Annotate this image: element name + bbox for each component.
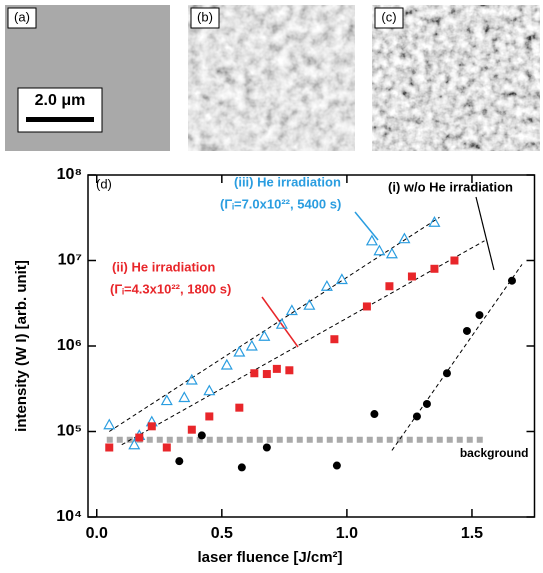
data-point	[385, 282, 393, 290]
data-point	[370, 410, 378, 418]
annotation: (Γᵢ=4.3x10²², 1800 s)	[110, 281, 231, 296]
data-point	[148, 422, 156, 430]
annotation: (Γᵢ=7.0x10²², 5400 s)	[220, 196, 341, 211]
x-tick-label: 1.0	[336, 525, 358, 542]
data-point	[198, 431, 206, 439]
y-tick-label: 10⁶	[57, 337, 82, 354]
scale-bar	[26, 117, 94, 122]
data-point	[430, 265, 438, 273]
annotation: (iii) He irradiation	[234, 174, 341, 189]
data-point	[508, 277, 516, 285]
plot-frame	[88, 175, 535, 517]
background-label: background	[460, 446, 529, 460]
data-point	[322, 281, 332, 290]
y-tick-label: 10⁵	[57, 423, 82, 440]
data-point	[399, 234, 409, 243]
data-point	[429, 217, 439, 226]
data-point	[475, 311, 483, 319]
data-point	[135, 434, 143, 442]
data-point	[443, 369, 451, 377]
data-point	[363, 302, 371, 310]
data-point	[285, 366, 293, 374]
y-tick-label: 10⁷	[58, 252, 82, 269]
data-point	[330, 335, 338, 343]
data-point	[374, 246, 384, 255]
fit-line	[392, 264, 522, 450]
data-point	[238, 463, 246, 471]
data-point	[247, 341, 257, 350]
page: {"panels": [{"label": "(a)"}, {"label": …	[0, 0, 543, 573]
panel-label: (a)	[14, 9, 30, 24]
data-point	[259, 331, 269, 340]
panel-label: (b)	[197, 9, 213, 24]
data-point	[235, 404, 243, 412]
data-point	[163, 443, 171, 451]
callout-line	[476, 197, 494, 270]
data-point	[188, 426, 196, 434]
figure: (a) (b) (c) 2.0 μm (d) laser fluence [J/…	[0, 0, 543, 573]
callout-line	[355, 212, 378, 240]
data-point	[408, 272, 416, 280]
y-tick-label: 10⁸	[57, 166, 82, 183]
annotation: (ii) He irradiation	[112, 259, 215, 274]
fit-line	[109, 217, 439, 431]
data-point	[105, 443, 113, 451]
data-point	[463, 327, 471, 335]
data-point	[234, 347, 244, 356]
data-point	[104, 420, 114, 429]
data-point	[450, 257, 458, 265]
annotation: (i) w/o He irradiation	[388, 179, 513, 194]
data-point	[423, 400, 431, 408]
x-tick-label: 0.5	[211, 525, 233, 542]
x-tick-label: 0.0	[86, 525, 108, 542]
x-axis-title: laser fluence [J/cm²]	[197, 549, 342, 566]
data-point	[222, 360, 232, 369]
y-tick-label: 10⁴	[56, 508, 82, 525]
data-point	[273, 365, 281, 373]
panel-label: (c)	[381, 9, 396, 24]
data-point	[413, 412, 421, 420]
x-tick-label: 1.5	[461, 525, 483, 542]
data-point	[263, 370, 271, 378]
data-point	[204, 386, 214, 395]
plot-area: 0.0 0.5 1.0 1.5 10⁴ 10⁵ 10⁶ 10⁷ 10⁸ background	[56, 166, 534, 542]
data-point	[205, 412, 213, 420]
data-point	[263, 443, 271, 451]
data-point	[179, 392, 189, 401]
data-point	[250, 369, 258, 377]
panel-label: (d)	[96, 176, 112, 191]
data-point	[175, 457, 183, 465]
y-axis-title: intensity (W I) [arb. unit]	[13, 260, 30, 432]
data-point	[337, 274, 347, 283]
data-point	[333, 462, 341, 470]
scale-bar-label: 2.0 μm	[35, 92, 86, 109]
data-point	[187, 375, 197, 384]
